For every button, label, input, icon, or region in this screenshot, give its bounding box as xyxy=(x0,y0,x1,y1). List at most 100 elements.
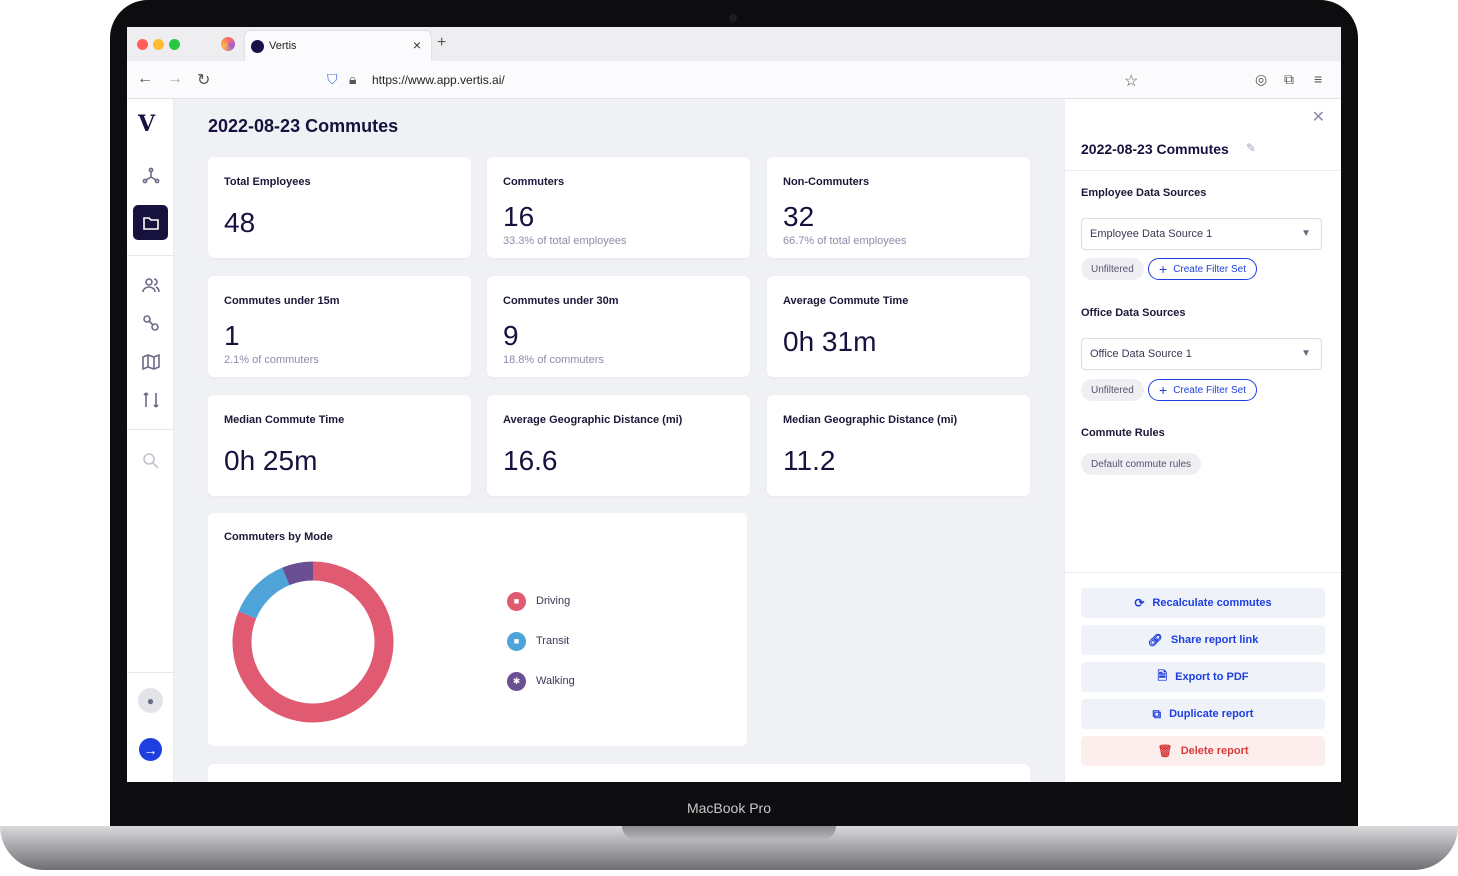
stat-label: Average Commute Time xyxy=(783,295,909,307)
employee-unfiltered-chip[interactable]: Unfiltered xyxy=(1081,258,1144,280)
delete-button[interactable]: 🗑︎ Delete report xyxy=(1081,736,1325,766)
office-source-select[interactable]: Office Data Source 1 ▼ xyxy=(1081,338,1322,370)
stat-label: Commutes under 15m xyxy=(224,295,340,307)
network-icon[interactable] xyxy=(133,158,168,193)
folder-icon[interactable] xyxy=(133,205,168,240)
stat-card-median-distance: Median Geographic Distance (mi) 11.2 xyxy=(767,395,1030,496)
share-label: Share report link xyxy=(1170,634,1259,646)
stat-label: Commuters xyxy=(503,176,565,188)
next-card xyxy=(208,764,1030,782)
edit-title-icon[interactable]: ✎ xyxy=(1246,141,1257,155)
browser-tab-favicon[interactable] xyxy=(221,37,235,51)
reload-icon[interactable]: ↻ xyxy=(197,72,211,89)
url-field[interactable]: https://www.app.vertis.ai/ xyxy=(372,73,505,87)
bus-icon: ■ xyxy=(507,631,526,651)
stat-label: Median Geographic Distance (mi) xyxy=(783,414,958,426)
lock-icon[interactable]: 🔒︎ xyxy=(349,71,357,87)
routes-icon[interactable] xyxy=(133,382,168,417)
sidebar-divider xyxy=(127,672,174,673)
extensions-icon[interactable]: ⧉ xyxy=(1284,71,1294,87)
copy-icon: ⧉ xyxy=(1152,706,1162,721)
donut-slice-walking xyxy=(282,561,314,586)
back-icon[interactable]: ← xyxy=(137,70,153,87)
map-icon[interactable] xyxy=(133,344,168,379)
stat-value: 32 xyxy=(783,201,815,232)
employee-source-select[interactable]: Employee Data Source 1 ▼ xyxy=(1081,218,1322,250)
export-pdf-button[interactable]: 🗎 Export to PDF xyxy=(1081,662,1325,692)
create-filter-label: Create Filter Set xyxy=(1173,263,1246,275)
export-label: Export to PDF xyxy=(1175,671,1249,683)
office-create-filter-button[interactable]: + Create Filter Set xyxy=(1148,379,1257,401)
expand-sidebar-button[interactable]: → xyxy=(139,738,162,761)
stat-label: Average Geographic Distance (mi) xyxy=(503,414,683,426)
new-tab-icon[interactable]: + xyxy=(437,34,447,51)
search-icon[interactable] xyxy=(133,443,168,478)
stat-subtext: 66.7% of total employees xyxy=(783,235,907,247)
page-title: 2022-08-23 Commutes xyxy=(208,116,399,136)
legend-item-transit: ■ Transit xyxy=(507,631,569,651)
close-icon[interactable]: ✕ xyxy=(1311,109,1325,126)
close-window-button[interactable] xyxy=(137,39,148,50)
users-icon[interactable] xyxy=(133,267,168,302)
maximize-window-button[interactable] xyxy=(169,39,180,50)
stat-value: 9 xyxy=(503,320,519,351)
employee-create-filter-button[interactable]: + Create Filter Set xyxy=(1148,258,1257,280)
donut-slice-driving xyxy=(232,561,394,723)
panel-divider xyxy=(1065,572,1341,573)
legend-item-driving: ■ Driving xyxy=(507,591,570,611)
legend-label: Driving xyxy=(536,595,571,607)
stat-card-commuters: Commuters 16 33.3% of total employees xyxy=(487,157,750,258)
recalculate-button[interactable]: ⟳ Recalculate commutes xyxy=(1081,588,1325,618)
stat-value: 0h 31m xyxy=(783,326,877,357)
forward-icon[interactable]: → xyxy=(167,70,183,87)
stat-value: 0h 25m xyxy=(224,445,318,476)
bookmark-star-icon[interactable]: ☆ xyxy=(1124,73,1139,90)
stat-card-commutes-under-15m: Commutes under 15m 1 2.1% of commuters xyxy=(208,276,471,377)
employee-sources-label: Employee Data Sources xyxy=(1081,187,1207,199)
main-content: 2022-08-23 Commutes Total Employees 48 C… xyxy=(175,99,1064,782)
office-sources-label: Office Data Sources xyxy=(1081,307,1186,319)
plus-icon: + xyxy=(1159,261,1168,277)
account-icon[interactable]: ◎ xyxy=(1255,71,1268,87)
locations-icon[interactable] xyxy=(133,305,168,340)
office-source-value: Office Data Source 1 xyxy=(1090,348,1192,360)
device-label: MacBook Pro xyxy=(686,800,772,816)
minimize-window-button[interactable] xyxy=(153,39,164,50)
stat-value: 16.6 xyxy=(503,445,558,476)
chart-title: Commuters by Mode xyxy=(224,531,333,543)
browser-toolbar: ← → ↻ ⛉ 🔒︎ https://www.app.vertis.ai/ ☆ … xyxy=(127,61,1341,99)
stat-card-median-commute-time: Median Commute Time 0h 25m xyxy=(208,395,471,496)
sidebar-divider xyxy=(127,429,174,430)
sidebar: V ● → xyxy=(127,99,174,782)
office-unfiltered-chip[interactable]: Unfiltered xyxy=(1081,379,1144,401)
commute-rules-chip[interactable]: Default commute rules xyxy=(1081,453,1202,475)
report-panel: ✕ 2022-08-23 Commutes ✎ Employee Data So… xyxy=(1064,99,1341,782)
app: V ● → xyxy=(127,99,1341,782)
avatar[interactable]: ● xyxy=(138,688,163,713)
vertis-logo[interactable]: V xyxy=(138,111,156,137)
stat-subtext: 33.3% of total employees xyxy=(503,235,627,247)
share-link-button[interactable]: 🔗︎ Share report link xyxy=(1081,625,1325,655)
stat-label: Total Employees xyxy=(224,176,311,188)
legend-item-walking: ✱ Walking xyxy=(507,671,575,691)
duplicate-button[interactable]: ⧉ Duplicate report xyxy=(1081,699,1325,729)
commuters-by-mode-card: Commuters by Mode ■ Driving ■ Transit ✱ … xyxy=(208,513,747,746)
shield-icon[interactable]: ⛉ xyxy=(327,71,338,87)
legend-label: Walking xyxy=(536,675,575,687)
menu-icon[interactable]: ≡ xyxy=(1314,71,1323,87)
stat-card-average-distance: Average Geographic Distance (mi) 16.6 xyxy=(487,395,750,496)
delete-label: Delete report xyxy=(1180,745,1249,757)
stat-label: Median Commute Time xyxy=(224,414,345,426)
screen: Vertis × + ← → ↻ ⛉ 🔒︎ https://www.app.ve… xyxy=(127,27,1341,782)
browser-tab[interactable]: Vertis × xyxy=(245,31,431,61)
plus-icon: + xyxy=(1159,382,1168,398)
stat-value: 48 xyxy=(224,207,256,238)
employee-source-value: Employee Data Source 1 xyxy=(1090,228,1213,240)
panel-title: 2022-08-23 Commutes xyxy=(1081,141,1229,157)
commute-rules-label: Commute Rules xyxy=(1081,427,1165,439)
chevron-down-icon: ▼ xyxy=(1301,348,1311,359)
tab-close-icon[interactable]: × xyxy=(412,37,421,53)
document-icon: 🗎 xyxy=(1157,668,1168,683)
mode-donut-chart xyxy=(232,561,394,723)
refresh-icon: ⟳ xyxy=(1134,596,1145,610)
